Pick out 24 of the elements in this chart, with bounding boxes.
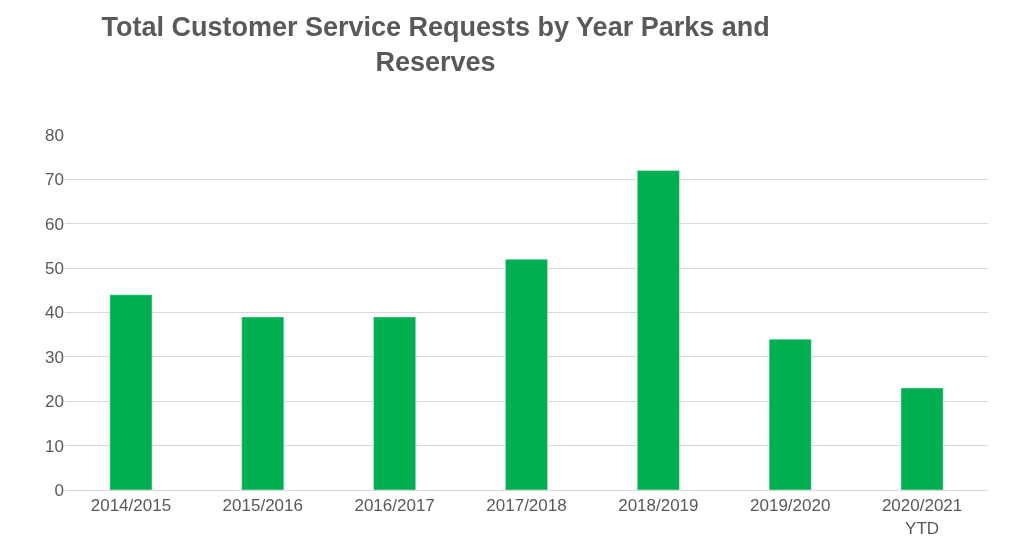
y-tick-label: 80 [45,125,64,145]
bar [637,170,680,490]
x-tick-label: 2019/2020 [750,496,831,516]
y-tick-label: 60 [45,214,64,234]
y-tick-label: 10 [45,436,64,456]
y-tick-label: 30 [45,347,64,367]
x-tick-label: 2016/2017 [354,496,435,516]
bar [373,316,416,490]
bar [900,387,944,490]
x-tick-label: 2018/2019 [618,496,699,516]
y-tick-label: 50 [45,259,64,279]
y-tick-label: 40 [45,303,64,323]
y-tick-label: 70 [45,170,64,190]
chart-title: Total Customer Service Requests by Year Parks and Reserves [101,11,770,77]
bar [241,316,285,490]
y-tick-label: 20 [45,392,64,412]
bar [109,294,153,490]
x-tick-label: 2020/2021 YTD [881,496,963,538]
x-tick-label: 2014/2015 [90,496,172,516]
bar [768,338,812,490]
bar [505,259,548,490]
y-tick-label: 0 [54,480,64,500]
x-tick-label: 2015/2016 [222,496,303,516]
x-tick-label: 2017/2018 [486,496,567,516]
